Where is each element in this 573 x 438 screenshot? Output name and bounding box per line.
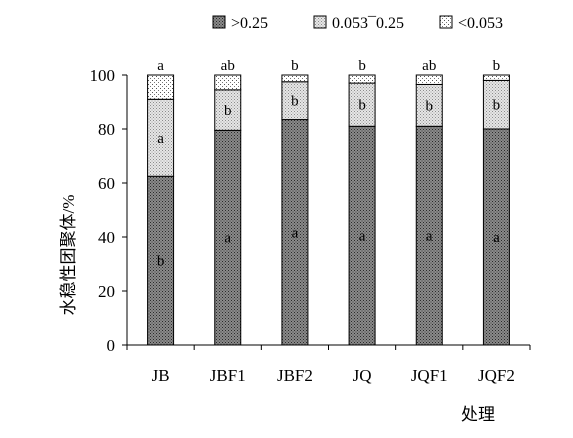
sig-letter: b (157, 254, 165, 270)
legend-swatch (439, 15, 453, 29)
bar-segment-JBF2-2 (281, 81, 309, 121)
bar-segment-JBF1-3 (214, 74, 242, 91)
sig-letter: b (224, 103, 232, 119)
bar-segment-JBF1-1 (214, 129, 242, 346)
x-tick-label: JQF1 (411, 366, 448, 385)
y-tick-label: 20 (98, 282, 115, 301)
sig-letter: b (291, 58, 299, 74)
bar-segment-JQ-2 (348, 82, 376, 127)
bar-segment-JQF2-3 (482, 74, 510, 81)
sig-letter: b (358, 98, 366, 114)
legend-label: >0.25 (231, 15, 268, 32)
y-tick-label: 0 (107, 336, 116, 355)
bar-segment-JQF1-3 (415, 74, 443, 85)
y-tick-label: 60 (98, 174, 115, 193)
sig-letter: b (291, 94, 299, 110)
y-tick-label: 80 (98, 120, 115, 139)
y-tick-label: 100 (90, 66, 116, 85)
bar-segment-JQF2-2 (482, 79, 510, 130)
sig-letter: b (426, 98, 434, 114)
sig-letter: b (493, 98, 501, 114)
sig-letter: a (359, 229, 366, 245)
legend: >0.25 0.053¯0.25 <0.053 (212, 15, 503, 32)
sig-letter: ab (422, 58, 436, 74)
legend-label: 0.053¯0.25 (332, 15, 404, 32)
x-tick-label: JBF1 (210, 366, 246, 385)
sig-letter: ab (221, 58, 235, 74)
x-tick-label: JQ (353, 366, 372, 385)
bar-segment-JB-3 (147, 74, 175, 100)
bar-segment-JQF2-1 (482, 128, 510, 346)
x-tick-label: JQF2 (478, 366, 515, 385)
y-tick-labels: 0 20 40 60 80 100 (90, 66, 116, 355)
bar-segment-JBF2-1 (281, 119, 309, 346)
bar-segment-JB-1 (147, 175, 175, 346)
sig-letter: b (358, 58, 366, 74)
y-axis-title: 水稳性团聚体/% (59, 195, 78, 316)
sig-letter: a (493, 230, 500, 246)
y-tick-label: 40 (98, 228, 115, 247)
bars (147, 74, 510, 346)
sig-letter: a (292, 225, 299, 241)
bar-segment-JQ-3 (348, 74, 376, 84)
sig-letter: a (157, 58, 164, 74)
x-tick-label: JBF2 (277, 366, 313, 385)
x-tick-labels: JB JBF1 JBF2 JQ JQF1 JQF2 (152, 366, 515, 385)
axes (122, 74, 531, 350)
bar-segment-JBF2-3 (281, 74, 309, 83)
sig-letter: a (157, 131, 164, 147)
bar-segment-JQF1-2 (415, 83, 443, 127)
legend-swatch (212, 15, 226, 29)
sig-letter: a (426, 229, 433, 245)
legend-label: <0.053 (458, 15, 503, 32)
sig-letter: b (493, 58, 501, 74)
legend-swatch (313, 15, 327, 29)
bar-segment-JBF1-2 (214, 89, 242, 131)
x-axis-title: 处理 (461, 405, 495, 424)
sig-letter: a (224, 231, 231, 247)
x-tick-label: JB (152, 366, 170, 385)
bar-segment-JQF1-1 (415, 125, 443, 346)
